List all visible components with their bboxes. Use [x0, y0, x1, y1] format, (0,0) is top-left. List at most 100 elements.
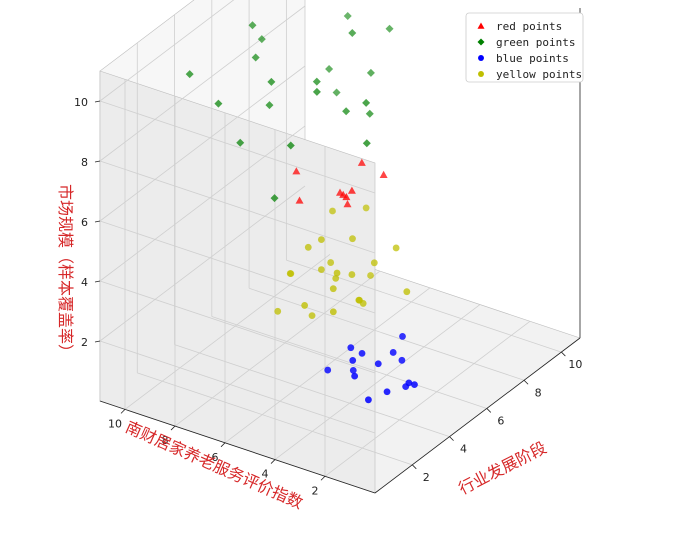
x-tick-mark: [561, 351, 566, 357]
z-tick-mark: [94, 100, 101, 103]
x-tick-mark: [486, 408, 492, 413]
legend-label: green points: [496, 36, 575, 49]
green-points-marker: [312, 87, 321, 96]
blue-points-marker: [349, 357, 357, 364]
grid-line-z-right: [99, 0, 235, 102]
grid-line-z-right: [99, 5, 306, 162]
z-tick-label: 8: [81, 156, 88, 169]
yellow-points-marker: [333, 269, 341, 277]
legend-marker: [478, 55, 484, 61]
x-tick-label: 2: [423, 471, 430, 484]
blue-points-marker: [347, 344, 355, 352]
yellow-points-marker: [301, 302, 309, 309]
z-tick-label: 10: [74, 96, 88, 109]
yellow-points-marker: [329, 285, 337, 293]
axis-panes: [99, 0, 581, 494]
grid-line-y-floor: [324, 320, 531, 477]
yellow-points-marker: [304, 243, 312, 251]
yellow-points-marker: [274, 307, 282, 315]
legend: red points green points blue points yellow …: [465, 12, 584, 83]
y-tick-mark: [170, 425, 176, 431]
yellow-points-marker: [287, 270, 295, 277]
grid-line-z-right: [99, 185, 306, 342]
green-points-marker: [348, 28, 357, 37]
yellow-points-marker: [362, 204, 370, 212]
green-points-marker: [185, 70, 194, 79]
grid-line-z-left: [99, 280, 376, 374]
y-tick-label: 4: [262, 468, 269, 481]
x-tick-label: 4: [460, 443, 467, 456]
z-tick-mark: [94, 340, 101, 343]
green-points-marker: [248, 21, 257, 30]
grid-line-z-left: [99, 100, 376, 194]
grid-line-y-floor: [124, 254, 331, 410]
green-points-marker: [332, 88, 341, 97]
y-tick-mark: [270, 459, 276, 464]
x-axis-line: [374, 337, 581, 494]
red-points-marker: [379, 170, 388, 178]
green-points-marker: [251, 53, 260, 62]
x-tick-label: 8: [535, 386, 542, 399]
grid-line-z-left: [99, 220, 376, 314]
y-tick-mark: [120, 409, 126, 414]
red-points-marker: [295, 196, 304, 204]
yellow-points-marker: [367, 272, 374, 279]
x-tick-mark: [523, 379, 529, 385]
red-points-marker: [357, 158, 366, 166]
yellow-points-marker: [348, 271, 356, 278]
z-tick-label: 2: [81, 336, 88, 349]
yellow-points-marker: [332, 274, 340, 282]
grid-lines: [99, 0, 562, 477]
grid-line-x-floor: [211, 316, 487, 409]
blue-points-marker: [411, 381, 418, 389]
y-tick-mark: [220, 442, 226, 448]
green-points-marker: [365, 109, 374, 118]
grid-line-z-right: [99, 125, 306, 282]
blue-points-marker: [398, 356, 406, 364]
legend-marker: [478, 71, 484, 77]
yellow-points-marker: [317, 266, 325, 273]
z-tick-label: 6: [81, 216, 88, 229]
green-points-marker: [342, 107, 351, 116]
tick-labels: 2 4 6 8 10 2 4 6 8 10 2 4 6 8 10: [74, 96, 582, 497]
blue-points-marker: [351, 372, 359, 380]
y-tick-mark: [320, 475, 326, 481]
green-points-marker: [312, 77, 321, 86]
green-points-marker: [385, 24, 394, 33]
z-tick-mark: [94, 160, 101, 163]
yellow-points-marker: [317, 236, 325, 243]
green-points-marker: [343, 11, 352, 20]
y-tick-label: 6: [212, 451, 219, 464]
blue-points-marker: [365, 396, 372, 404]
green-points-marker: [270, 194, 279, 203]
blue-points-marker: [399, 333, 406, 340]
blue-points-marker: [383, 388, 391, 396]
red-points-marker: [347, 186, 356, 194]
grid-line-y-floor: [224, 287, 431, 444]
y-tick-label: 10: [108, 417, 122, 430]
x-tick-label: 10: [568, 358, 582, 371]
data-points: [185, 11, 418, 404]
green-points-marker: [265, 101, 274, 110]
green-points-marker: [214, 99, 223, 108]
red-points-marker: [336, 188, 344, 196]
grid-line-y-floor: [274, 304, 481, 460]
green-points-marker: [267, 77, 276, 86]
red-points-marker: [343, 200, 352, 208]
grid-line-z-right: [99, 65, 306, 222]
grid-line-y-floor: [174, 270, 381, 427]
green-points-marker: [257, 35, 266, 44]
green-points-marker: [325, 65, 334, 74]
red-points-marker: [292, 167, 301, 175]
yellow-points-marker: [359, 300, 367, 307]
legend-marker: [477, 22, 485, 29]
grid-line-z-left: [99, 160, 376, 254]
blue-points-marker: [374, 360, 382, 368]
yellow-points-marker: [370, 259, 378, 267]
x-tick-mark: [411, 464, 417, 470]
legend-box: [465, 12, 584, 83]
green-points-marker: [286, 141, 295, 150]
grid-line-z-left: [99, 340, 376, 434]
x-axis-label: 行业发展阶段: [455, 438, 549, 499]
